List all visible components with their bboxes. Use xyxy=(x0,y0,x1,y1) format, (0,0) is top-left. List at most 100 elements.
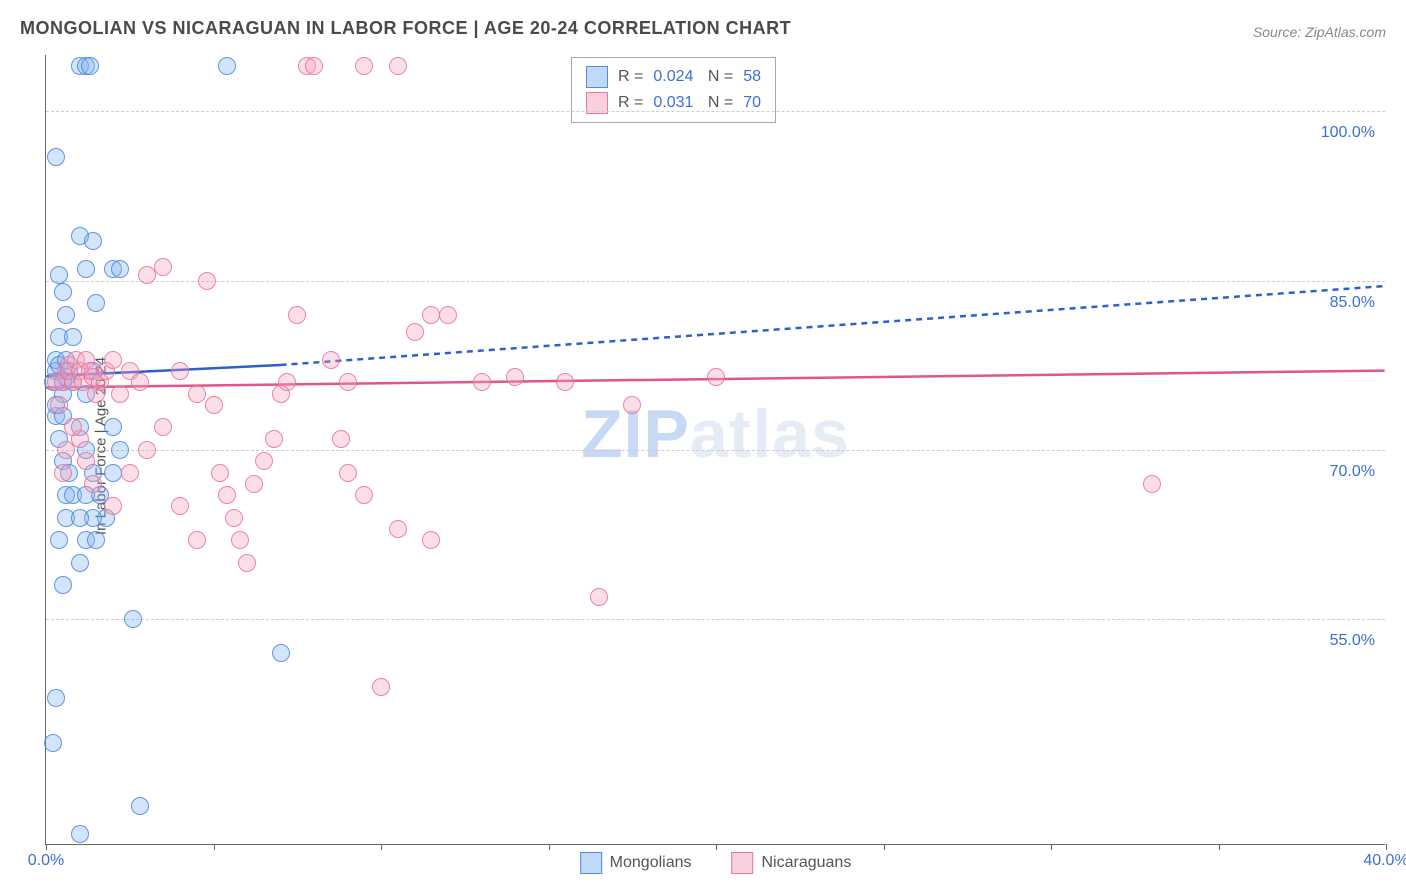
data-point xyxy=(50,266,68,284)
data-point xyxy=(225,509,243,527)
data-point xyxy=(171,362,189,380)
data-point xyxy=(255,452,273,470)
data-point xyxy=(104,464,122,482)
data-point xyxy=(245,475,263,493)
data-point xyxy=(355,57,373,75)
data-point xyxy=(218,57,236,75)
data-point xyxy=(47,689,65,707)
data-point xyxy=(47,373,65,391)
data-point xyxy=(81,57,99,75)
data-point xyxy=(278,373,296,391)
data-point xyxy=(205,396,223,414)
xtick xyxy=(716,844,717,850)
data-point xyxy=(77,260,95,278)
data-point xyxy=(272,644,290,662)
data-point xyxy=(322,351,340,369)
xtick xyxy=(549,844,550,850)
data-point xyxy=(154,418,172,436)
data-point xyxy=(131,373,149,391)
gridline xyxy=(46,111,1385,112)
xtick xyxy=(214,844,215,850)
data-point xyxy=(188,385,206,403)
data-point xyxy=(50,396,68,414)
plot-area: ZIPatlas R = 0.024 N = 58 R = 0.031 N = … xyxy=(45,55,1385,845)
xtick xyxy=(884,844,885,850)
data-point xyxy=(218,486,236,504)
data-point xyxy=(339,373,357,391)
xtick-label: 40.0% xyxy=(1363,852,1406,870)
data-point xyxy=(473,373,491,391)
data-point xyxy=(389,57,407,75)
data-point xyxy=(47,148,65,166)
series-legend: Mongolians Nicaraguans xyxy=(580,852,852,874)
swatch-blue-icon xyxy=(580,852,602,874)
gridline xyxy=(46,619,1385,620)
data-point xyxy=(57,306,75,324)
data-point xyxy=(339,464,357,482)
legend-item-nicaraguans: Nicaraguans xyxy=(732,852,852,874)
data-point xyxy=(422,306,440,324)
data-point xyxy=(87,294,105,312)
data-point xyxy=(439,306,457,324)
data-point xyxy=(422,531,440,549)
data-point xyxy=(211,464,229,482)
data-point xyxy=(84,475,102,493)
xtick xyxy=(1051,844,1052,850)
data-point xyxy=(231,531,249,549)
data-point xyxy=(84,232,102,250)
n-value: 70 xyxy=(743,94,761,112)
data-point xyxy=(104,497,122,515)
data-point xyxy=(406,323,424,341)
data-point xyxy=(305,57,323,75)
chart-title: MONGOLIAN VS NICARAGUAN IN LABOR FORCE |… xyxy=(20,18,791,39)
data-point xyxy=(71,825,89,843)
legend-item-mongolians: Mongolians xyxy=(580,852,692,874)
ytick-label: 100.0% xyxy=(1321,124,1375,142)
ytick-label: 70.0% xyxy=(1330,463,1375,481)
watermark: ZIPatlas xyxy=(581,395,850,473)
data-point xyxy=(54,576,72,594)
data-point xyxy=(50,531,68,549)
data-point xyxy=(198,272,216,290)
n-value: 58 xyxy=(743,68,761,86)
r-value: 0.031 xyxy=(653,94,693,112)
data-point xyxy=(171,497,189,515)
data-point xyxy=(188,531,206,549)
data-point xyxy=(154,258,172,276)
stats-row-mongolians: R = 0.024 N = 58 xyxy=(586,64,761,90)
gridline xyxy=(46,450,1385,451)
data-point xyxy=(111,441,129,459)
r-value: 0.024 xyxy=(653,68,693,86)
legend-label: Nicaraguans xyxy=(762,854,852,872)
data-point xyxy=(288,306,306,324)
data-point xyxy=(623,396,641,414)
swatch-pink-icon xyxy=(732,852,754,874)
data-point xyxy=(111,385,129,403)
data-point xyxy=(57,441,75,459)
chart-container: MONGOLIAN VS NICARAGUAN IN LABOR FORCE |… xyxy=(0,0,1406,892)
data-point xyxy=(138,266,156,284)
data-point xyxy=(332,430,350,448)
data-point xyxy=(77,452,95,470)
xtick xyxy=(1386,844,1387,850)
legend-label: Mongolians xyxy=(610,854,692,872)
data-point xyxy=(64,418,82,436)
data-point xyxy=(71,509,89,527)
data-point xyxy=(131,797,149,815)
xtick xyxy=(1219,844,1220,850)
data-point xyxy=(1143,475,1161,493)
stats-legend: R = 0.024 N = 58 R = 0.031 N = 70 xyxy=(571,57,776,123)
xtick-label: 0.0% xyxy=(28,852,64,870)
xtick xyxy=(46,844,47,850)
data-point xyxy=(71,554,89,572)
data-point xyxy=(265,430,283,448)
data-point xyxy=(54,283,72,301)
data-point xyxy=(556,373,574,391)
source-label: Source: ZipAtlas.com xyxy=(1253,24,1386,40)
data-point xyxy=(44,734,62,752)
data-point xyxy=(590,588,608,606)
xtick xyxy=(381,844,382,850)
gridline xyxy=(46,281,1385,282)
ytick-label: 85.0% xyxy=(1330,294,1375,312)
data-point xyxy=(87,531,105,549)
